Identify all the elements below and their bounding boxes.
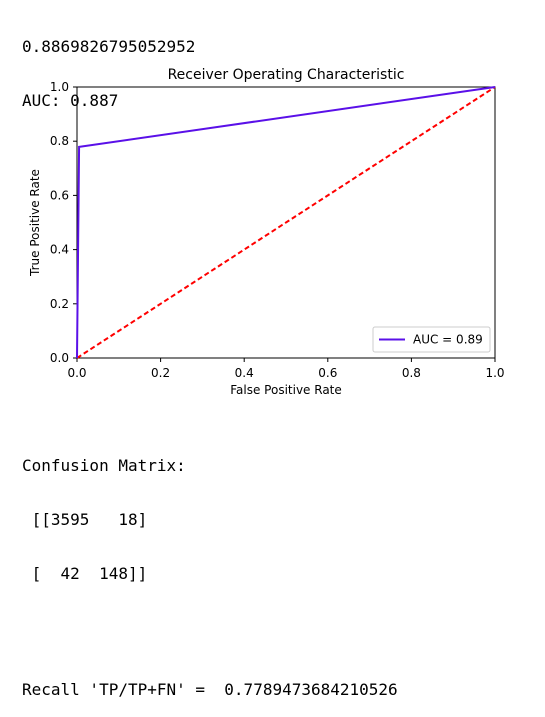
x-tick-label: 0.0 bbox=[67, 366, 86, 380]
y-tick-label: 0.6 bbox=[50, 188, 69, 202]
recall-line: Recall 'TP/TP+FN' = 0.7789473684210526 bbox=[22, 680, 398, 699]
confusion-matrix-row-1: [[3595 18] bbox=[22, 510, 148, 529]
plot-frame bbox=[76, 86, 496, 359]
x-axis-ticks: 0.0 0.2 0.4 0.6 0.8 1.0 bbox=[67, 358, 505, 380]
y-tick-label: 0.2 bbox=[50, 297, 69, 311]
output-score-line: 0.8869826795052952 bbox=[22, 37, 196, 56]
y-axis-ticks: 0.0 0.2 0.4 0.6 0.8 1.0 bbox=[50, 80, 77, 365]
x-tick-label: 0.6 bbox=[318, 366, 337, 380]
output-bottom: Confusion Matrix: [[3595 18] [ 42 148]] … bbox=[22, 421, 398, 717]
y-tick-label: 0.4 bbox=[50, 243, 69, 257]
y-tick-label: 1.0 bbox=[50, 80, 69, 94]
x-tick-label: 0.4 bbox=[235, 366, 254, 380]
output-top: 0.8869826795052952 AUC: 0.887 bbox=[22, 2, 195, 128]
y-axis-label: True Positive Rate bbox=[28, 169, 42, 277]
chance-diagonal-line bbox=[76, 86, 496, 359]
legend: AUC = 0.89 bbox=[372, 326, 491, 353]
x-tick-label: 1.0 bbox=[485, 366, 504, 380]
x-tick-label: 0.2 bbox=[151, 366, 170, 380]
x-tick-label: 0.8 bbox=[402, 366, 421, 380]
x-axis-label: False Positive Rate bbox=[230, 383, 342, 397]
y-tick-label: 0.8 bbox=[50, 134, 69, 148]
legend-box bbox=[372, 326, 491, 353]
blank-line bbox=[22, 619, 398, 645]
output-auc-line: AUC: 0.887 bbox=[22, 91, 119, 110]
roc-chart: Receiver Operating Characteristic 0.0 0.2… bbox=[28, 67, 505, 397]
chart-title: Receiver Operating Characteristic bbox=[168, 67, 405, 83]
roc-curve-line bbox=[76, 86, 496, 359]
legend-label-auc: AUC = 0.89 bbox=[413, 333, 483, 347]
confusion-matrix-title: Confusion Matrix: bbox=[22, 456, 186, 475]
series-layer bbox=[76, 86, 496, 359]
confusion-matrix-row-2: [ 42 148]] bbox=[22, 564, 148, 583]
y-tick-label: 0.0 bbox=[50, 351, 69, 365]
